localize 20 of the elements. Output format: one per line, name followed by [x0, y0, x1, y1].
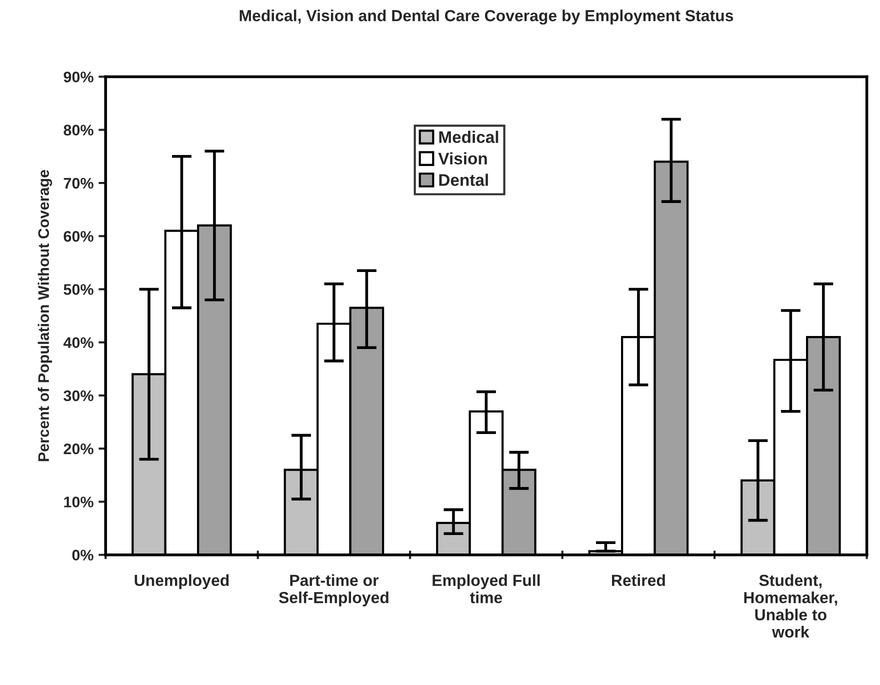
- y-tick-label: 10%: [64, 496, 94, 508]
- y-tick-label: 60%: [64, 230, 94, 242]
- y-tick-label: 30%: [64, 390, 94, 402]
- legend-label: Medical: [439, 130, 498, 144]
- chart-title: Medical, Vision and Dental Care Coverage by Employment Status: [240, 10, 734, 25]
- y-tick-label: 40%: [63, 337, 94, 348]
- y-tick-label: 50%: [64, 284, 94, 295]
- y-tick-label: 0%: [72, 550, 94, 561]
- x-tick-label: Part-time or Self-Employed: [278, 574, 388, 606]
- legend-label: Vision: [438, 152, 487, 164]
- y-tick-label: 70%: [64, 178, 94, 189]
- y-tick-label: 80%: [64, 124, 94, 136]
- legend-label: Dental: [439, 174, 488, 186]
- x-tick-label: Retired: [612, 574, 665, 586]
- x-tick-label: Unemployed: [134, 574, 229, 590]
- y-tick-label: 20%: [64, 443, 94, 454]
- x-tick-label: Student, Homemaker, Unable to work: [744, 574, 838, 638]
- x-tick-label: Employed Full time: [432, 574, 540, 604]
- y-axis-title: Percent of Population Without Coverage: [38, 170, 52, 462]
- y-tick-label: 90%: [64, 72, 94, 82]
